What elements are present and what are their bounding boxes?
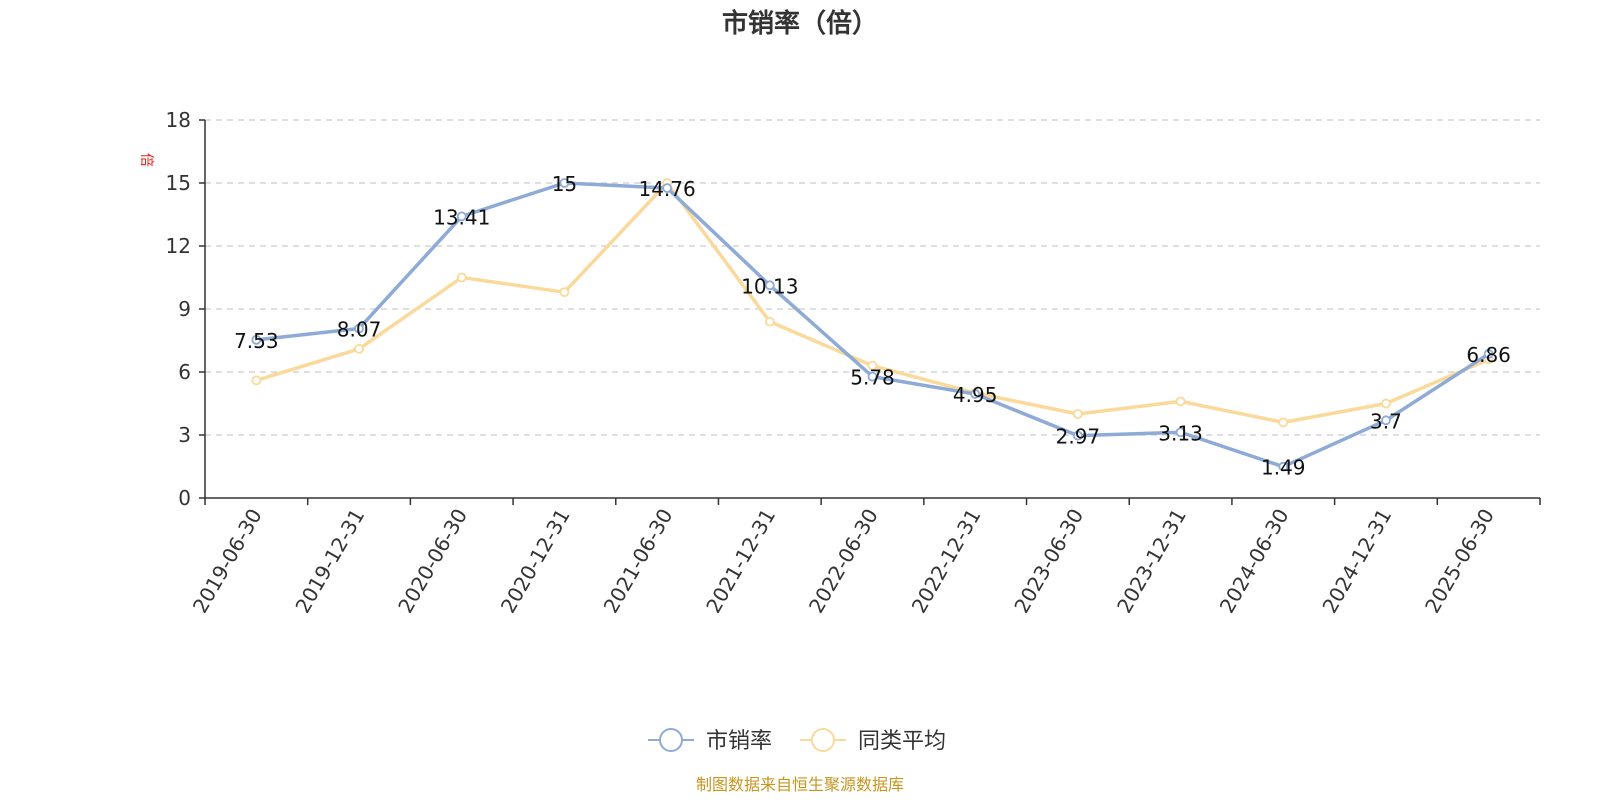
y-tick-label: 12 (166, 234, 191, 258)
x-tick-label: 2022-06-30 (804, 505, 883, 618)
grid-lines (205, 119, 1540, 436)
data-label: 7.53 (234, 329, 279, 353)
legend-label: 市销率 (706, 729, 772, 754)
chart-title: 市销率（倍） (722, 8, 878, 39)
data-label: 6.86 (1466, 343, 1511, 367)
y-tick-label: 3 (178, 423, 191, 447)
data-point (867, 371, 878, 382)
legend-item-0[interactable]: 市销率 (648, 728, 772, 754)
data-point (1278, 417, 1289, 428)
data-label: 3.7 (1370, 409, 1402, 433)
axes: 0 3 6 9 12 15 18 2019-06-30 2019-12-31 2020-06-30… (166, 108, 1541, 618)
y-tick-label: 0 (178, 486, 191, 510)
y-axis-unit: 倍 (138, 153, 154, 167)
data-labels: 7.53 8.07 13.41 15 14.76 10.13 5.78 4.95 2.97 3.1… (234, 172, 1511, 480)
data-point (456, 272, 467, 283)
data-label: 10.13 (741, 274, 798, 298)
data-label: 1.49 (1261, 456, 1306, 480)
legend-label: 同类平均 (858, 729, 946, 754)
data-point (1381, 415, 1391, 426)
data-label: 3.13 (1158, 421, 1203, 445)
legend-marker (659, 728, 683, 752)
data-point (1072, 430, 1083, 441)
legend-marker (811, 728, 835, 752)
x-tick-label: 2022-12-31 (907, 505, 986, 618)
data-point (970, 389, 981, 399)
data-label: 14.76 (638, 177, 695, 201)
x-tick-label: 2025-06-30 (1420, 505, 1499, 618)
data-point (251, 334, 262, 345)
legend-item-1[interactable]: 同类平均 (800, 728, 946, 754)
x-tick-label: 2020-12-31 (496, 505, 575, 618)
data-label: 8.07 (337, 318, 382, 342)
data-point (867, 360, 878, 371)
data-point (251, 375, 262, 386)
data-label: 13.41 (433, 205, 490, 229)
data-point (456, 211, 467, 222)
x-tick-label: 2020-06-30 (393, 505, 472, 618)
data-point (559, 178, 570, 188)
data-point (1278, 461, 1289, 472)
y-tick-label: 9 (178, 297, 191, 321)
data-point (662, 183, 673, 193)
data-point (1175, 396, 1186, 407)
y-tick-label: 18 (166, 108, 191, 132)
x-tick-label: 2023-12-31 (1112, 505, 1191, 618)
data-point (1483, 349, 1494, 359)
x-tick-label: 2019-12-31 (290, 505, 369, 618)
x-tick-label: 2023-06-30 (1009, 505, 1088, 618)
data-label: 2.97 (1056, 425, 1101, 449)
data-label: 5.78 (850, 366, 895, 390)
data-point (354, 343, 364, 354)
data-point (354, 323, 364, 334)
x-tick-label: 2021-06-30 (599, 505, 678, 618)
x-tick-label: 2024-06-30 (1215, 505, 1294, 618)
data-point (1072, 409, 1083, 419)
x-tick-label: 2019-06-30 (188, 505, 267, 618)
legend[interactable]: 市销率 同类平均 (648, 728, 946, 754)
data-point (764, 280, 775, 291)
series-layer (251, 178, 1494, 472)
y-tick-label: 6 (178, 360, 191, 384)
data-label: 15 (552, 172, 577, 196)
x-tick-label: 2024-12-31 (1317, 505, 1396, 618)
data-point (764, 316, 775, 327)
data-point (1381, 398, 1391, 409)
data-label: 4.95 (953, 383, 998, 407)
data-point (559, 287, 570, 298)
data-point (1175, 427, 1186, 438)
y-tick-label: 15 (166, 171, 191, 195)
x-tick-label: 2021-12-31 (701, 505, 780, 618)
source-note: 制图数据来自恒生聚源数据库 (696, 775, 904, 794)
